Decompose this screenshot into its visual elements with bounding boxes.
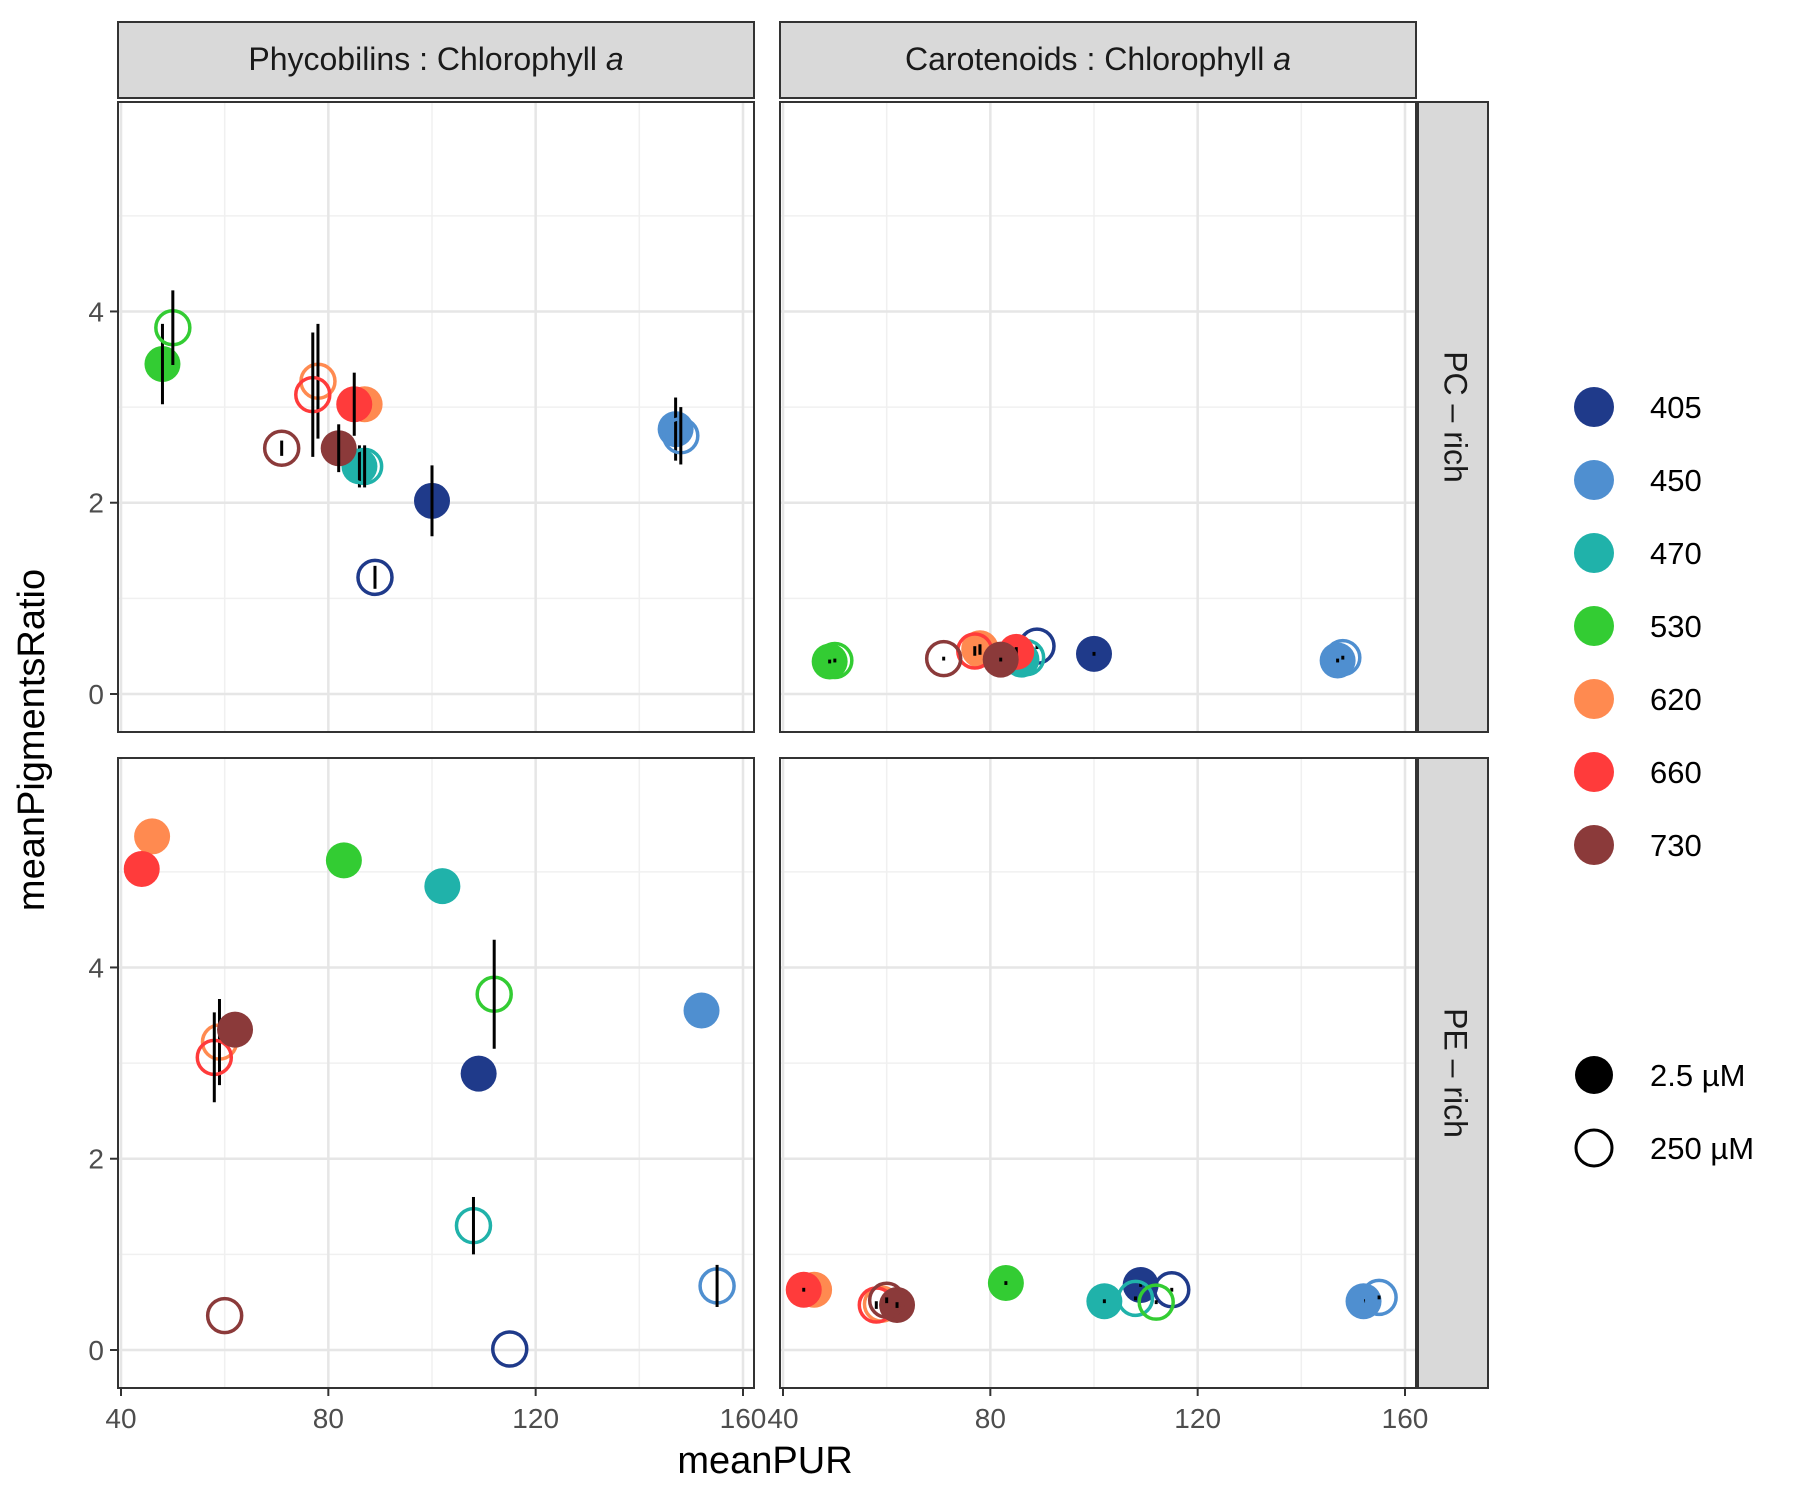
x-tick-label: 120 bbox=[512, 1403, 559, 1434]
panel-border bbox=[779, 101, 1417, 733]
data-point-405-high bbox=[491, 1330, 529, 1368]
facet-strip-label-italic: a bbox=[606, 41, 624, 77]
x-axis-title: meanPUR bbox=[677, 1440, 852, 1482]
facet-strip-label-text: Phycobilins : Chlorophyll bbox=[248, 41, 606, 77]
y-tick-label: 4 bbox=[88, 296, 104, 327]
facet-strip-label-pc: PC – rich bbox=[1438, 351, 1474, 483]
data-point-450-high bbox=[1324, 638, 1362, 677]
data-point-405-low bbox=[460, 1055, 497, 1092]
legend-key-405 bbox=[1574, 387, 1614, 427]
legend-wavelength: 405 450 470 530 620 660 730 bbox=[1574, 387, 1702, 865]
x-tick-label: 120 bbox=[1174, 1403, 1221, 1434]
y-tick-label: 2 bbox=[88, 488, 104, 519]
x-tick-label: 80 bbox=[975, 1403, 1006, 1434]
data-point-660-low bbox=[123, 850, 160, 887]
data-point-730-low bbox=[217, 1011, 254, 1048]
x-tick-label: 160 bbox=[1382, 1403, 1429, 1434]
facet-strip-label-car: Carotenoids : Chlorophyll a bbox=[905, 41, 1291, 77]
legend-label-530: 530 bbox=[1650, 609, 1702, 644]
legend-key-530 bbox=[1574, 606, 1614, 646]
y-tick-label: 4 bbox=[88, 952, 104, 983]
data-point-470-low bbox=[424, 868, 461, 905]
legend-concentration: 2.5 µM 250 µM bbox=[1574, 1056, 1754, 1168]
legend-label-concentration: 2.5 µM bbox=[1650, 1058, 1745, 1093]
data-point-530-high bbox=[816, 641, 854, 680]
legend-key-450 bbox=[1574, 460, 1614, 500]
legend-label-470: 470 bbox=[1650, 536, 1702, 571]
data-point-620-low bbox=[134, 818, 171, 855]
legend-key-filled bbox=[1575, 1056, 1613, 1094]
points-pc-car bbox=[811, 627, 1362, 680]
x-tick-label: 40 bbox=[105, 1403, 136, 1434]
panel-border bbox=[117, 101, 755, 733]
data-point-530-low bbox=[325, 842, 362, 879]
facet-strip-label-pe: PE – rich bbox=[1438, 1008, 1474, 1138]
data-point-450-high bbox=[1360, 1278, 1398, 1317]
legend-key-620 bbox=[1574, 679, 1614, 719]
legend-key-470 bbox=[1574, 533, 1614, 573]
x-tick-label: 160 bbox=[720, 1403, 767, 1434]
data-point-405-high bbox=[356, 558, 394, 597]
legend-label-450: 450 bbox=[1650, 463, 1702, 498]
x-tick-label: 40 bbox=[767, 1403, 798, 1434]
x-tick-label: 80 bbox=[313, 1403, 344, 1434]
data-point-730-high bbox=[205, 1296, 244, 1335]
panel-border bbox=[779, 757, 1417, 1389]
facet-strip-label-text: Carotenoids : Chlorophyll bbox=[905, 41, 1273, 77]
panel-border bbox=[117, 757, 755, 1389]
panel-background-pc-pb bbox=[118, 102, 754, 732]
legend-label-concentration: 250 µM bbox=[1650, 1131, 1754, 1166]
legend-key-730 bbox=[1574, 825, 1614, 865]
y-axis-title: meanPigmentsRatio bbox=[11, 569, 53, 911]
data-point-530-high bbox=[1137, 1283, 1175, 1321]
legend-key-open bbox=[1574, 1128, 1614, 1168]
legend-label-405: 405 bbox=[1650, 390, 1702, 425]
data-point-450-low bbox=[683, 992, 720, 1029]
legend-label-660: 660 bbox=[1650, 755, 1702, 790]
data-point-470-high bbox=[1116, 1279, 1155, 1318]
data-point-730-high bbox=[867, 1281, 906, 1320]
y-tick-label: 0 bbox=[88, 1335, 104, 1366]
facet-strip-label-pb: Phycobilins : Chlorophyll a bbox=[248, 41, 623, 77]
data-point-730-high bbox=[924, 639, 963, 678]
facet-strip-pc bbox=[1417, 101, 1489, 733]
facet-strip-car bbox=[779, 21, 1417, 99]
points-pe-car bbox=[785, 1265, 1398, 1324]
legend-label-620: 620 bbox=[1650, 682, 1702, 717]
y-tick-label: 0 bbox=[88, 679, 104, 710]
y-tick-label: 2 bbox=[88, 1144, 104, 1175]
points-pc-pb bbox=[144, 290, 700, 597]
facet-strip-pe bbox=[1417, 757, 1489, 1389]
legend-label-730: 730 bbox=[1650, 828, 1702, 863]
data-point-730-high bbox=[262, 429, 301, 467]
facet-strip-pb bbox=[117, 21, 755, 99]
facet-strip-label-italic: a bbox=[1273, 41, 1291, 77]
points-pe-pb bbox=[123, 818, 736, 1368]
legend-key-660 bbox=[1574, 752, 1614, 792]
